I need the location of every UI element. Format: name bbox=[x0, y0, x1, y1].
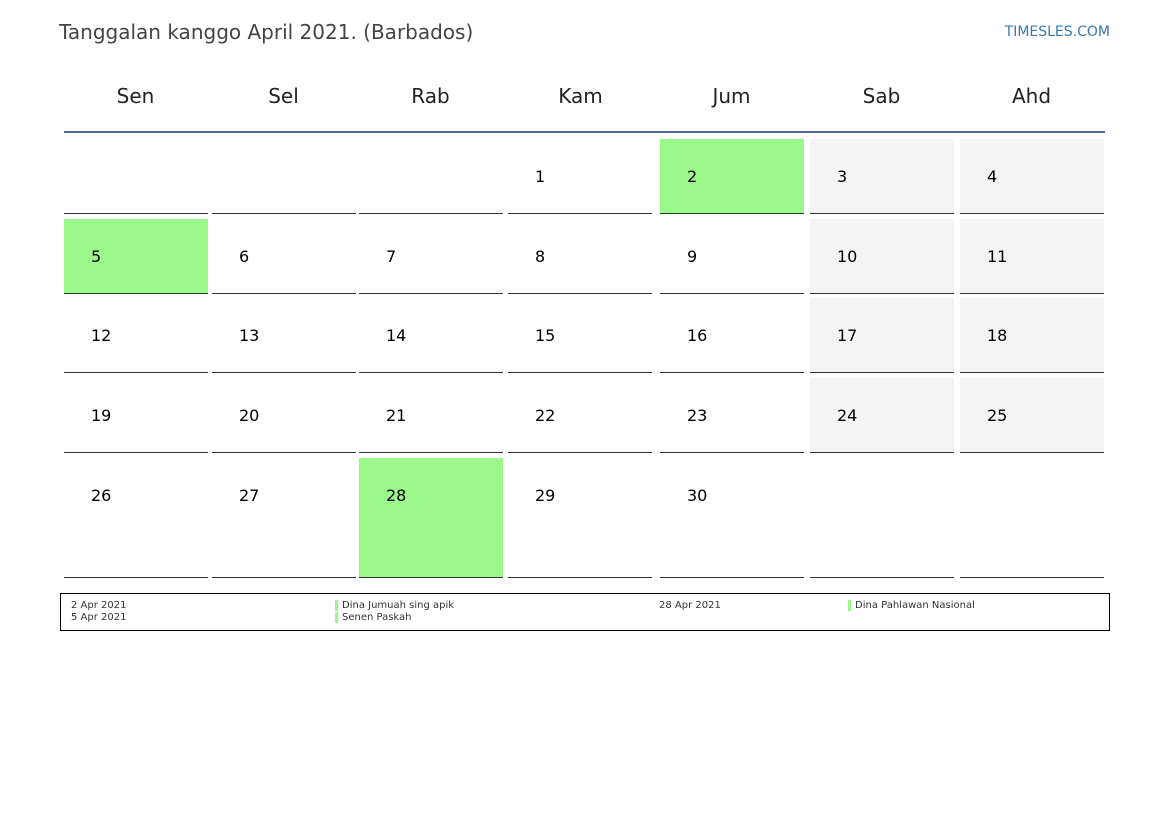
legend-name: Dina Jumuah sing apik bbox=[335, 600, 454, 611]
weekday-label: Sen bbox=[116, 84, 155, 108]
day-cell[interactable]: 28 bbox=[359, 458, 503, 578]
day-number: 18 bbox=[987, 326, 1008, 345]
header-divider bbox=[64, 131, 1105, 133]
day-number: 17 bbox=[837, 326, 858, 345]
day-cell[interactable]: 3 bbox=[810, 139, 954, 214]
day-cell[interactable]: 1 bbox=[508, 139, 652, 214]
day-cell[interactable]: 21 bbox=[359, 378, 503, 453]
weekday-label: Rab bbox=[411, 84, 450, 108]
weekday-header: Sen Sel Rab Kam Jum Sab Ahd bbox=[63, 84, 1106, 114]
day-number: 6 bbox=[239, 247, 250, 266]
empty-day-cell bbox=[810, 458, 954, 578]
day-number: 13 bbox=[239, 326, 260, 345]
day-cell[interactable]: 27 bbox=[212, 458, 356, 578]
brand-link[interactable]: TIMESLES.COM bbox=[1004, 24, 1110, 40]
legend-name: Dina Pahlawan Nasional bbox=[848, 600, 975, 611]
day-number: 11 bbox=[987, 247, 1008, 266]
day-number: 23 bbox=[687, 406, 708, 425]
day-number: 20 bbox=[239, 406, 260, 425]
day-number: 2 bbox=[687, 167, 698, 186]
empty-day-cell bbox=[64, 139, 208, 214]
day-number: 24 bbox=[837, 406, 858, 425]
day-cell[interactable]: 29 bbox=[508, 458, 652, 578]
page-title: Tanggalan kanggo April 2021. (Barbados) bbox=[59, 20, 474, 44]
day-number: 7 bbox=[386, 247, 397, 266]
day-number: 10 bbox=[837, 247, 858, 266]
day-cell[interactable]: 10 bbox=[810, 219, 954, 294]
day-cell[interactable]: 6 bbox=[212, 219, 356, 294]
weekday-label: Kam bbox=[558, 84, 603, 108]
weekday-label: Sab bbox=[862, 84, 901, 108]
day-cell[interactable]: 7 bbox=[359, 219, 503, 294]
empty-day-cell bbox=[359, 139, 503, 214]
day-cell[interactable]: 20 bbox=[212, 378, 356, 453]
day-cell[interactable]: 30 bbox=[660, 458, 804, 578]
day-cell[interactable]: 24 bbox=[810, 378, 954, 453]
empty-day-cell bbox=[960, 458, 1104, 578]
weekday-label: Sel bbox=[268, 84, 299, 108]
day-cell[interactable]: 17 bbox=[810, 298, 954, 373]
day-number: 5 bbox=[91, 247, 102, 266]
day-cell[interactable]: 5 bbox=[64, 219, 208, 294]
day-number: 19 bbox=[91, 406, 112, 425]
day-cell[interactable]: 8 bbox=[508, 219, 652, 294]
day-number: 30 bbox=[687, 486, 708, 505]
day-number: 4 bbox=[987, 167, 998, 186]
day-cell[interactable]: 16 bbox=[660, 298, 804, 373]
day-number: 22 bbox=[535, 406, 556, 425]
day-cell[interactable]: 13 bbox=[212, 298, 356, 373]
legend-date: 5 Apr 2021 bbox=[71, 612, 127, 623]
empty-day-cell bbox=[212, 139, 356, 214]
day-number: 1 bbox=[535, 167, 546, 186]
day-cell[interactable]: 15 bbox=[508, 298, 652, 373]
day-number: 9 bbox=[687, 247, 698, 266]
day-cell[interactable]: 11 bbox=[960, 219, 1104, 294]
legend-name: Senen Paskah bbox=[335, 612, 412, 623]
day-number: 3 bbox=[837, 167, 848, 186]
day-cell[interactable]: 9 bbox=[660, 219, 804, 294]
day-number: 27 bbox=[239, 486, 260, 505]
day-number: 16 bbox=[687, 326, 708, 345]
day-cell[interactable]: 2 bbox=[660, 139, 804, 214]
holiday-legend: 2 Apr 2021 Dina Jumuah sing apik 5 Apr 2… bbox=[60, 593, 1110, 631]
day-cell[interactable]: 4 bbox=[960, 139, 1104, 214]
day-cell[interactable]: 26 bbox=[64, 458, 208, 578]
day-cell[interactable]: 12 bbox=[64, 298, 208, 373]
day-number: 14 bbox=[386, 326, 407, 345]
day-number: 12 bbox=[91, 326, 112, 345]
day-cell[interactable]: 18 bbox=[960, 298, 1104, 373]
day-number: 8 bbox=[535, 247, 546, 266]
day-cell[interactable]: 23 bbox=[660, 378, 804, 453]
day-number: 26 bbox=[91, 486, 112, 505]
day-number: 25 bbox=[987, 406, 1008, 425]
day-cell[interactable]: 25 bbox=[960, 378, 1104, 453]
day-cell[interactable]: 19 bbox=[64, 378, 208, 453]
legend-date: 2 Apr 2021 bbox=[71, 600, 127, 611]
day-number: 29 bbox=[535, 486, 556, 505]
weekday-label: Jum bbox=[712, 84, 751, 108]
day-cell[interactable]: 22 bbox=[508, 378, 652, 453]
day-number: 15 bbox=[535, 326, 556, 345]
weekday-label: Ahd bbox=[1011, 84, 1052, 108]
legend-date: 28 Apr 2021 bbox=[659, 600, 721, 611]
day-number: 21 bbox=[386, 406, 407, 425]
day-cell[interactable]: 14 bbox=[359, 298, 503, 373]
day-number: 28 bbox=[386, 486, 407, 505]
